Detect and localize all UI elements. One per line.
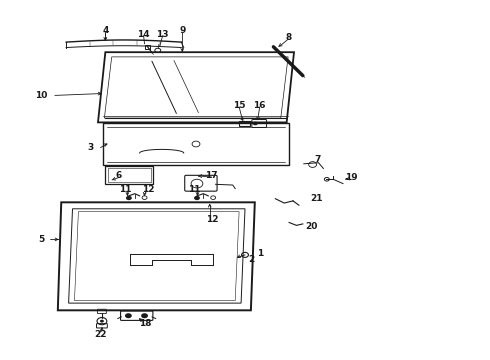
Text: 3: 3	[88, 143, 94, 152]
Text: 12: 12	[142, 185, 155, 194]
Text: 2: 2	[248, 256, 254, 264]
Text: 20: 20	[305, 222, 318, 231]
Text: 1: 1	[257, 249, 263, 258]
Circle shape	[126, 196, 132, 200]
Text: 14: 14	[137, 30, 150, 39]
Text: 21: 21	[310, 194, 322, 202]
Text: 9: 9	[179, 26, 186, 35]
Text: 16: 16	[253, 101, 266, 110]
Circle shape	[100, 320, 104, 323]
Circle shape	[125, 313, 132, 318]
Text: 22: 22	[94, 330, 107, 338]
Text: 6: 6	[116, 171, 122, 180]
Text: 18: 18	[139, 319, 152, 328]
Text: 17: 17	[205, 171, 218, 180]
Text: 5: 5	[39, 235, 45, 244]
Text: 19: 19	[345, 173, 358, 182]
Text: 12: 12	[206, 215, 219, 224]
Text: 11: 11	[188, 185, 201, 194]
Text: 11: 11	[119, 185, 131, 194]
Text: 8: 8	[286, 33, 292, 42]
Bar	[105, 166, 153, 184]
Text: 7: 7	[314, 155, 321, 163]
Text: 4: 4	[102, 26, 109, 35]
Circle shape	[253, 122, 258, 125]
Text: 13: 13	[156, 30, 169, 39]
Circle shape	[141, 313, 148, 318]
Circle shape	[194, 196, 200, 200]
Text: 10: 10	[35, 91, 48, 100]
Text: 15: 15	[233, 101, 245, 110]
Bar	[145, 45, 150, 49]
